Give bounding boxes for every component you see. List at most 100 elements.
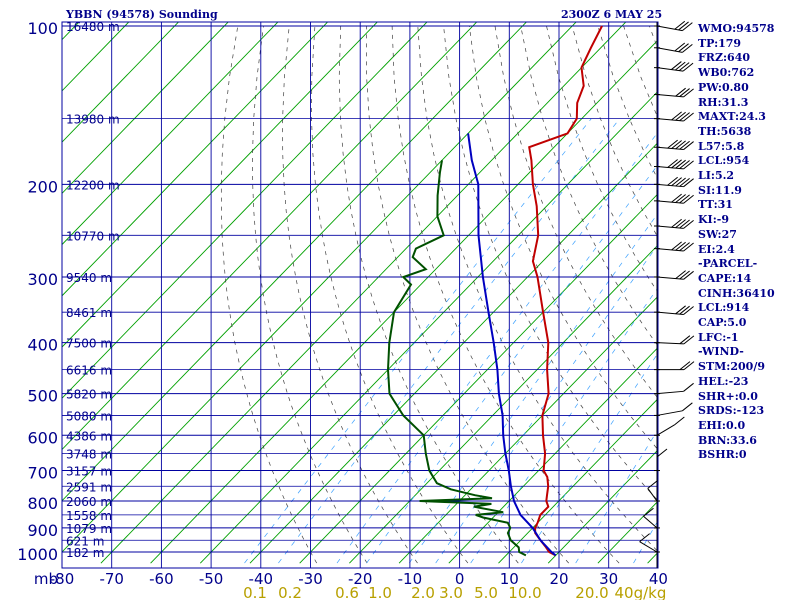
mixing-ratio-line bbox=[336, 131, 658, 564]
height-label: 9540 m bbox=[66, 271, 112, 285]
wind-barb-feather bbox=[682, 22, 693, 32]
wind-barb-shaft bbox=[656, 410, 683, 416]
wind-barb-feather bbox=[671, 111, 682, 121]
wind-barb-feather bbox=[639, 533, 650, 543]
mixing-ratio-line bbox=[278, 118, 620, 564]
wind-barb-feather bbox=[679, 88, 690, 97]
wind-barb-feather bbox=[683, 242, 694, 252]
index-item: LCL:954 bbox=[698, 154, 750, 168]
isotherm-line bbox=[62, 22, 229, 194]
wind-barb-shaft bbox=[656, 94, 684, 98]
wind-barb-feather bbox=[656, 448, 668, 458]
wind-barb-feather bbox=[675, 159, 686, 169]
wind-barb bbox=[654, 42, 693, 53]
temperature-tick-label: -70 bbox=[99, 570, 124, 588]
isotherm-line bbox=[62, 22, 428, 399]
wind-barb bbox=[654, 159, 694, 170]
isotherm-line bbox=[299, 193, 658, 564]
index-item: LI:5.2 bbox=[698, 169, 735, 183]
wind-barb bbox=[654, 176, 694, 188]
wind-barb-shaft bbox=[656, 248, 684, 252]
wind-barb bbox=[654, 448, 668, 472]
index-item: TH:5638 bbox=[698, 124, 752, 138]
wind-barb bbox=[654, 241, 694, 252]
wind-barb bbox=[654, 270, 694, 280]
temperature-tick-label: 0 bbox=[455, 570, 465, 588]
dry-adiabat bbox=[494, 25, 658, 399]
height-label: 16480 m bbox=[66, 20, 120, 34]
temperature-tick-label: 10 bbox=[500, 570, 519, 588]
wind-barb bbox=[654, 305, 694, 316]
dry-adiabats bbox=[220, 25, 658, 564]
mixing-ratio-label: 0.6 bbox=[335, 584, 359, 600]
pressure-tick-label: 300 bbox=[27, 270, 58, 289]
isotherm-line bbox=[249, 141, 658, 564]
wind-barb-shaft bbox=[639, 541, 658, 553]
isotherm-line bbox=[62, 22, 279, 246]
wind-barb-feather bbox=[683, 194, 694, 204]
wind-barb-shaft bbox=[656, 200, 684, 204]
temperature-tick-label: -50 bbox=[199, 570, 224, 588]
wind-barb-feather bbox=[667, 176, 678, 186]
wind-barb-feather bbox=[683, 219, 694, 229]
mixing-ratio-line bbox=[409, 212, 658, 564]
isotherm-line bbox=[349, 244, 658, 564]
temperature-tick-label: -10 bbox=[398, 570, 423, 588]
mixing-ratio-label: 40 bbox=[614, 584, 633, 600]
height-label: 3157 m bbox=[66, 465, 112, 479]
pressure-tick-label: 800 bbox=[27, 494, 58, 513]
dry-adiabat bbox=[311, 25, 469, 564]
isotherm-line bbox=[62, 22, 180, 143]
index-item: RH:31.3 bbox=[698, 95, 749, 109]
height-label: 1079 m bbox=[66, 522, 112, 536]
wind-barb-shaft bbox=[656, 118, 684, 122]
pressure-tick-label: 200 bbox=[27, 177, 58, 196]
wind-barb-feather bbox=[683, 88, 694, 98]
wind-barb-feather bbox=[683, 361, 695, 370]
wind-barb bbox=[654, 111, 694, 122]
isotherm-line bbox=[62, 22, 478, 451]
wind-barb-shaft bbox=[656, 342, 684, 345]
temperature-tick-label: 40 bbox=[649, 570, 668, 588]
wind-barb-shaft bbox=[656, 276, 684, 280]
dry-adiabat bbox=[338, 25, 519, 564]
wind-barb-shaft bbox=[656, 166, 684, 170]
wind-barb-shaft bbox=[647, 488, 658, 502]
wind-barb-feather bbox=[678, 21, 689, 31]
height-label: 7500 m bbox=[66, 337, 112, 351]
wind-barb-feather bbox=[682, 43, 693, 53]
wind-barb-feather bbox=[683, 306, 694, 315]
dry-adiabat bbox=[220, 25, 318, 564]
wind-barb-feather bbox=[675, 305, 686, 315]
wind-barb-feather bbox=[671, 241, 682, 251]
wind-barb-feather bbox=[683, 160, 694, 170]
sounding-traces bbox=[386, 25, 603, 557]
wind-barb-shaft bbox=[656, 424, 675, 436]
index-item: SI:11.9 bbox=[698, 183, 742, 197]
index-item: EI:2.4 bbox=[698, 242, 735, 256]
wind-barb-feather bbox=[671, 193, 682, 203]
index-item: MAXT:24.3 bbox=[698, 110, 766, 124]
wind-barb-feather bbox=[675, 87, 686, 97]
mixing-ratio-label: 0.1 bbox=[243, 584, 267, 600]
wind-barb bbox=[654, 218, 694, 229]
index-item: TT:31 bbox=[698, 198, 733, 212]
wind-barb-feather bbox=[674, 20, 686, 30]
dewpoint-trace bbox=[386, 160, 527, 557]
index-item: CINH:36410 bbox=[698, 286, 775, 300]
pressure-tick-label: 1000 bbox=[17, 545, 58, 564]
index-item: BRN:33.6 bbox=[698, 433, 757, 447]
wind-barb-feather bbox=[671, 159, 682, 169]
wind-barb-feather bbox=[675, 177, 686, 187]
index-item: KI:-9 bbox=[698, 213, 729, 227]
mixing-ratio-label: 0.2 bbox=[278, 584, 302, 600]
mixing-ratio-label: 20.0 bbox=[575, 584, 608, 600]
index-item: TP:179 bbox=[698, 36, 742, 50]
wind-barb bbox=[654, 61, 694, 72]
index-item: LCL:914 bbox=[698, 301, 750, 315]
isotherm-line bbox=[199, 90, 658, 564]
wind-barb-feather bbox=[678, 43, 689, 53]
temperature-tick-label: -80 bbox=[50, 570, 75, 588]
